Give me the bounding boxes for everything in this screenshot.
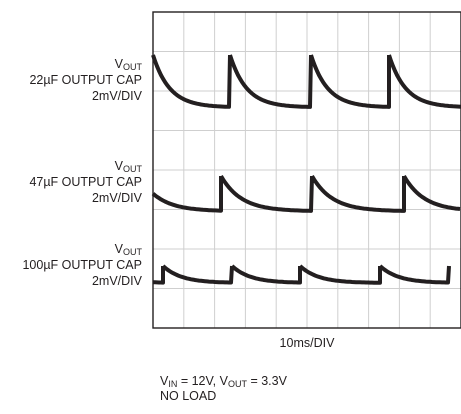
trace-3-scale: 2mV/DIV: [91, 274, 142, 288]
trace-2-cap: 47µF OUTPUT CAP: [29, 175, 142, 189]
trace-1-subscript: OUT: [123, 62, 142, 72]
trace-1-label: VOUT 22µF OUTPUT CAP 2mV/DIV: [0, 56, 142, 104]
trace-1-scale: 2mV/DIV: [91, 89, 142, 103]
traces: [151, 54, 461, 285]
trace-2-subscript: OUT: [123, 164, 142, 174]
test-conditions: VIN = 12V, VOUT = 3.3V NO LOAD: [160, 374, 287, 404]
trace-3-subscript: OUT: [123, 247, 142, 257]
conditions-load: NO LOAD: [160, 389, 217, 403]
trace-3-cap: 100µF OUTPUT CAP: [22, 258, 142, 272]
trace-2-label: VOUT 47µF OUTPUT CAP 2mV/DIV: [0, 158, 142, 206]
vout-trace-1: [151, 54, 461, 109]
trace-1-cap: 22µF OUTPUT CAP: [29, 73, 142, 87]
trace-3-label: VOUT 100µF OUTPUT CAP 2mV/DIV: [0, 241, 142, 289]
trace-1-symbol: V: [114, 57, 123, 71]
vout-trace-2: [151, 174, 461, 213]
trace-3-symbol: V: [114, 242, 123, 256]
conditions-voltages: VIN = 12V, VOUT = 3.3V: [160, 374, 287, 389]
x-division-label: 10ms/DIV: [279, 336, 335, 350]
trace-2-scale: 2mV/DIV: [91, 191, 142, 205]
screen-border: [152, 11, 461, 329]
trace-2-symbol: V: [114, 159, 123, 173]
vout-trace-3: [153, 264, 451, 285]
